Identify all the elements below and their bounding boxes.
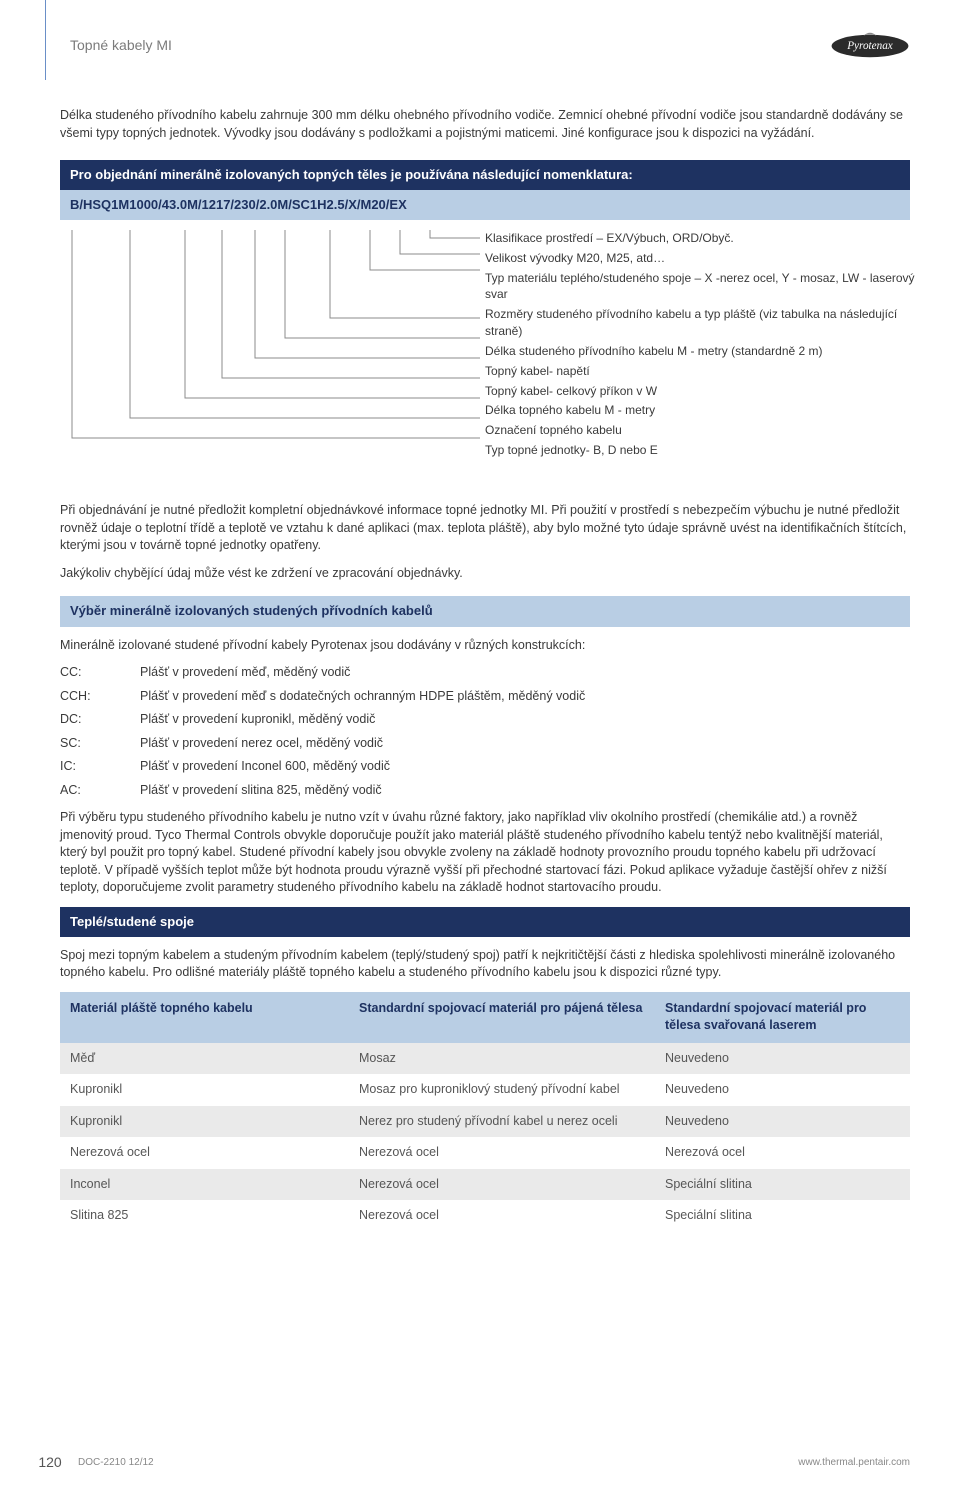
- margin-rule: [45, 0, 46, 80]
- footer-url: www.thermal.pentair.com: [798, 1456, 910, 1470]
- cable-type-list: CC: Plášť v provedení měď, měděný vodič …: [60, 664, 910, 799]
- body-paragraph: Při objednávání je nutné předložit kompl…: [60, 502, 910, 555]
- nomen-label: Klasifikace prostředí – EX/Výbuch, ORD/O…: [485, 230, 915, 247]
- cable-desc: Plášť v provedení měď s dodatečných ochr…: [140, 688, 910, 706]
- cable-type-row: CCH: Plášť v provedení měď s dodatečných…: [60, 688, 910, 706]
- table-row: MěďMosazNeuvedeno: [60, 1043, 910, 1075]
- svg-text:Pyrotenax: Pyrotenax: [846, 40, 893, 52]
- nomenclature-banner: Pro objednání minerálně izolovaných topn…: [60, 160, 910, 190]
- table-header: Standardní spojovací materiál pro pájená…: [349, 992, 655, 1043]
- cable-desc: Plášť v provedení kupronikl, měděný vodi…: [140, 711, 910, 729]
- nomen-label: Velikost vývodky M20, M25, atd…: [485, 250, 915, 267]
- page-header: Topné kabely MI Pyrotenax: [60, 30, 910, 62]
- nomen-label: Typ materiálu teplého/studeného spoje – …: [485, 270, 915, 302]
- table-row: Nerezová ocelNerezová ocelNerezová ocel: [60, 1137, 910, 1169]
- nomen-label: Označení topného kabelu: [485, 422, 915, 439]
- intro-paragraph: Délka studeného přívodního kabelu zahrnu…: [60, 107, 910, 142]
- cable-desc: Plášť v provedení Inconel 600, měděný vo…: [140, 758, 910, 776]
- cable-code: AC:: [60, 782, 140, 800]
- nomen-label: Délka studeného přívodního kabelu M - me…: [485, 343, 915, 360]
- brand-logo: Pyrotenax: [830, 30, 910, 62]
- cable-code: IC:: [60, 758, 140, 776]
- table-header: Standardní spojovací materiál pro tělesa…: [655, 992, 910, 1043]
- cable-desc: Plášť v provedení měď, měděný vodič: [140, 664, 910, 682]
- nomenclature-code: B/HSQ1M1000/43.0M/1217/230/2.0M/SC1H2.5/…: [60, 190, 910, 220]
- table-row: KuproniklNerez pro studený přívodní kabe…: [60, 1106, 910, 1138]
- body-paragraph: Minerálně izolované studené přívodní kab…: [60, 637, 910, 655]
- table-header: Materiál pláště topného kabelu: [60, 992, 349, 1043]
- nomen-label: Rozměry studeného přívodního kabelu a ty…: [485, 306, 915, 340]
- page-footer: 120 DOC-2210 12/12 www.thermal.pentair.c…: [0, 1453, 960, 1473]
- section-subhead: Výběr minerálně izolovaných studených př…: [60, 596, 910, 626]
- section-banner: Teplé/studené spoje: [60, 907, 910, 937]
- cable-type-row: SC: Plášť v provedení nerez ocel, měděný…: [60, 735, 910, 753]
- cable-type-row: DC: Plášť v provedení kupronikl, měděný …: [60, 711, 910, 729]
- page-title: Topné kabely MI: [70, 36, 172, 56]
- cable-code: CC:: [60, 664, 140, 682]
- joint-material-table: Materiál pláště topného kabelu Standardn…: [60, 992, 910, 1232]
- nomen-label: Topný kabel- napětí: [485, 363, 915, 380]
- body-paragraph: Při výběru typu studeného přívodního kab…: [60, 809, 910, 897]
- table-row: KuproniklMosaz pro kuproniklový studený …: [60, 1074, 910, 1106]
- nomenclature-label-list: Klasifikace prostředí – EX/Výbuch, ORD/O…: [485, 230, 915, 461]
- cable-type-row: IC: Plášť v provedení Inconel 600, měděn…: [60, 758, 910, 776]
- nomen-label: Typ topné jednotky- B, D nebo E: [485, 442, 915, 459]
- page-number: 120: [30, 1453, 70, 1473]
- nomenclature-lines: [60, 230, 480, 490]
- cable-code: SC:: [60, 735, 140, 753]
- body-paragraph: Spoj mezi topným kabelem a studeným přív…: [60, 947, 910, 982]
- table-row: Slitina 825Nerezová ocelSpeciální slitin…: [60, 1200, 910, 1232]
- cable-desc: Plášť v provedení nerez ocel, měděný vod…: [140, 735, 910, 753]
- cable-desc: Plášť v provedení slitina 825, měděný vo…: [140, 782, 910, 800]
- nomenclature-diagram: Klasifikace prostředí – EX/Výbuch, ORD/O…: [60, 230, 910, 490]
- cable-code: CCH:: [60, 688, 140, 706]
- cable-code: DC:: [60, 711, 140, 729]
- table-row: InconelNerezová ocelSpeciální slitina: [60, 1169, 910, 1201]
- cable-type-row: CC: Plášť v provedení měď, měděný vodič: [60, 664, 910, 682]
- nomen-label: Délka topného kabelu M - metry: [485, 402, 915, 419]
- body-paragraph: Jakýkoliv chybějící údaj může vést ke zd…: [60, 565, 910, 583]
- doc-id: DOC-2210 12/12: [78, 1456, 154, 1470]
- nomen-label: Topný kabel- celkový příkon v W: [485, 383, 915, 400]
- cable-type-row: AC: Plášť v provedení slitina 825, měděn…: [60, 782, 910, 800]
